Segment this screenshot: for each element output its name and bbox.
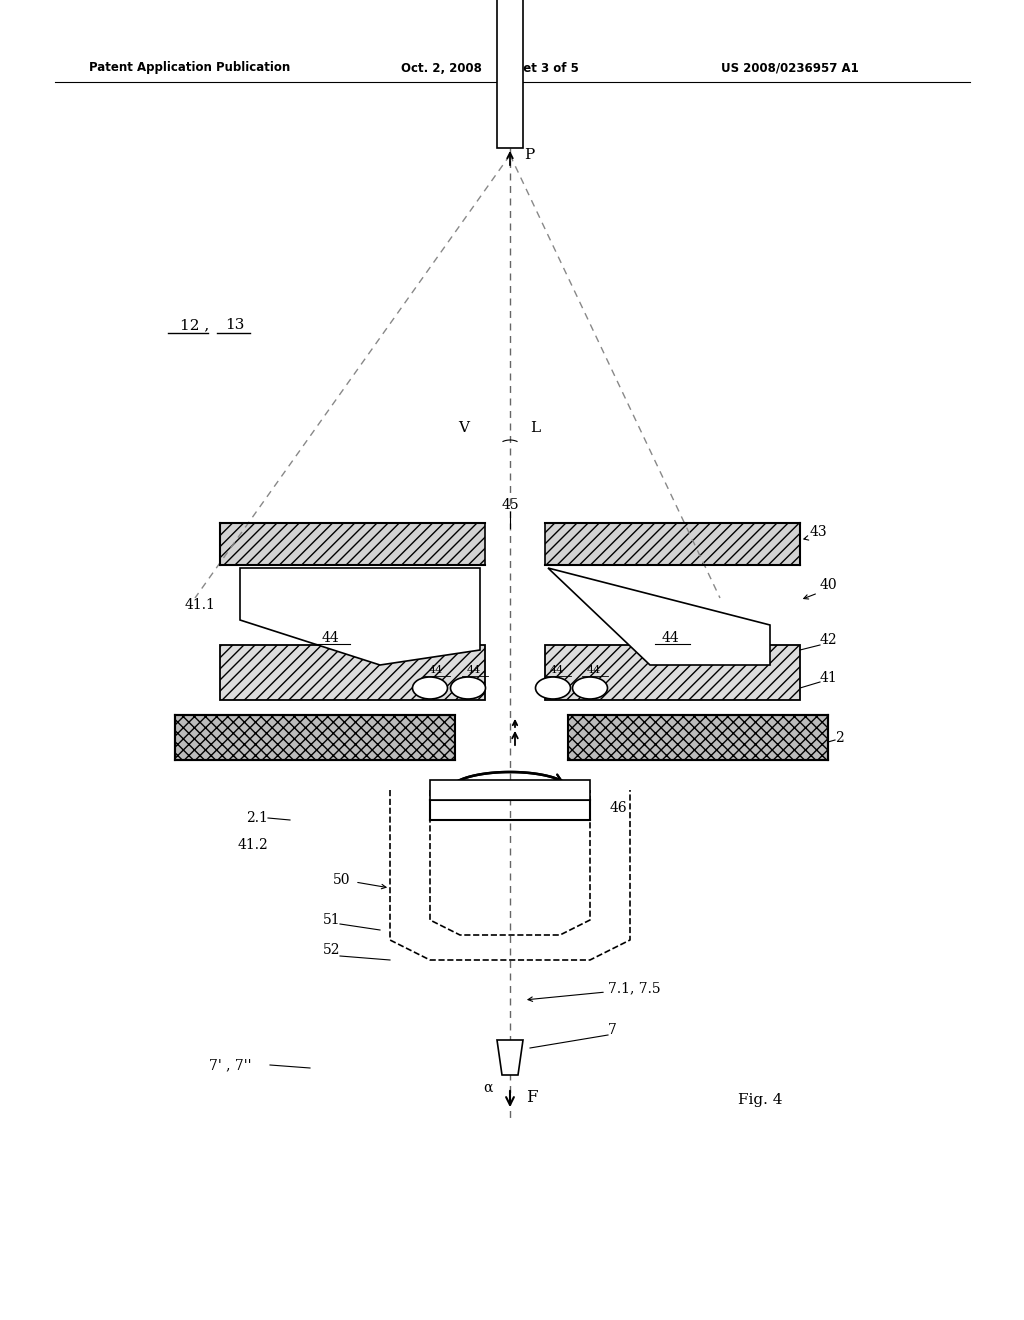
Text: F: F xyxy=(526,1089,538,1106)
Bar xyxy=(497,0,523,148)
Text: 44: 44 xyxy=(467,665,481,675)
Bar xyxy=(220,523,485,565)
Text: 13: 13 xyxy=(225,318,245,333)
Text: Oct. 2, 2008    Sheet 3 of 5: Oct. 2, 2008 Sheet 3 of 5 xyxy=(401,62,579,74)
Polygon shape xyxy=(240,568,480,665)
Ellipse shape xyxy=(451,677,485,700)
Text: 2: 2 xyxy=(835,731,844,744)
Text: L: L xyxy=(530,421,540,436)
Bar xyxy=(568,715,828,760)
Text: 44: 44 xyxy=(550,665,564,675)
Ellipse shape xyxy=(572,677,607,700)
Text: Patent Application Publication: Patent Application Publication xyxy=(89,62,291,74)
Bar xyxy=(545,523,800,565)
Text: Fig. 4: Fig. 4 xyxy=(737,1093,782,1107)
Text: 41: 41 xyxy=(820,671,838,685)
Text: 50: 50 xyxy=(333,873,350,887)
Text: 40: 40 xyxy=(820,578,838,591)
Text: US 2008/0236957 A1: US 2008/0236957 A1 xyxy=(721,62,859,74)
Text: P: P xyxy=(524,148,535,162)
Ellipse shape xyxy=(536,677,570,700)
Text: 44: 44 xyxy=(429,665,443,675)
Ellipse shape xyxy=(413,677,447,700)
Text: 7.1, 7.5: 7.1, 7.5 xyxy=(608,981,660,995)
Bar xyxy=(175,715,455,760)
Text: 43: 43 xyxy=(810,525,827,539)
Polygon shape xyxy=(548,568,770,665)
Text: 44: 44 xyxy=(662,631,679,645)
Polygon shape xyxy=(497,1040,523,1074)
Bar xyxy=(430,780,590,800)
Text: α: α xyxy=(483,1081,493,1096)
Text: 44: 44 xyxy=(587,665,601,675)
Text: 41.1: 41.1 xyxy=(184,598,215,612)
Text: 46: 46 xyxy=(610,801,628,814)
Text: 42: 42 xyxy=(820,634,838,647)
Bar xyxy=(545,645,800,700)
Text: 52: 52 xyxy=(323,942,340,957)
Text: 41.2: 41.2 xyxy=(238,838,268,851)
Text: 45: 45 xyxy=(501,498,519,512)
Text: 7: 7 xyxy=(608,1023,616,1038)
Text: 44: 44 xyxy=(322,631,339,645)
Text: 51: 51 xyxy=(323,913,340,927)
Bar xyxy=(220,645,485,700)
Text: 2.1: 2.1 xyxy=(246,810,268,825)
Text: 7' , 7'': 7' , 7'' xyxy=(209,1059,251,1072)
Text: V: V xyxy=(459,421,469,436)
Text: 12 ,: 12 , xyxy=(180,318,210,333)
